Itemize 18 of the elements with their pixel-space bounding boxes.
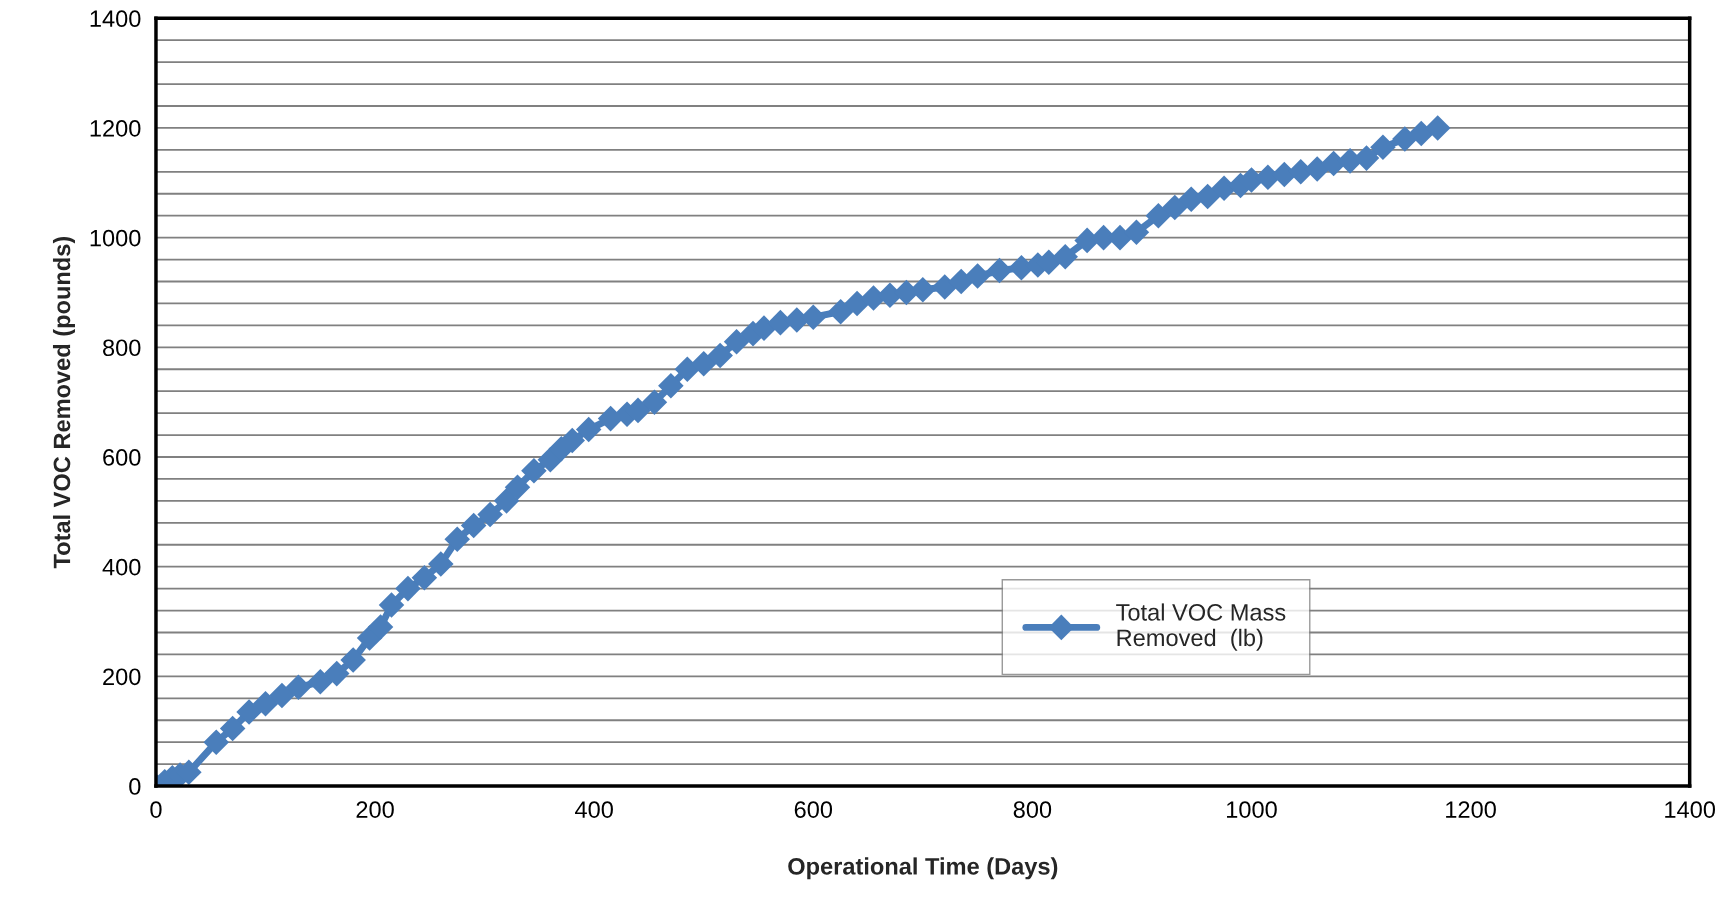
x-axis-title: Operational Time (Days): [788, 857, 1058, 880]
y-tick-label: 600: [103, 449, 141, 466]
y-tick-label: 1400: [90, 10, 141, 28]
x-tick-label: 1400: [1665, 801, 1716, 818]
y-tick-label: 1200: [90, 120, 141, 137]
x-tick-label: 800: [1013, 801, 1052, 818]
y-tick-label: 0: [129, 778, 141, 795]
y-tick-label: 1000: [90, 229, 141, 247]
y-tick-label: 400: [102, 558, 141, 576]
x-tick-label: 200: [356, 801, 394, 818]
x-tick-label: 400: [575, 801, 613, 818]
x-tick-label: 0: [150, 801, 162, 818]
y-tick-label: 800: [103, 339, 141, 357]
y-tick-label: 200: [103, 668, 141, 686]
x-tick-label: 600: [794, 801, 833, 818]
x-tick-label: 1200: [1446, 801, 1496, 818]
x-tick-label: 1000: [1227, 801, 1277, 818]
y-axis-title: Total VOC Removed (pounds): [52, 236, 75, 569]
